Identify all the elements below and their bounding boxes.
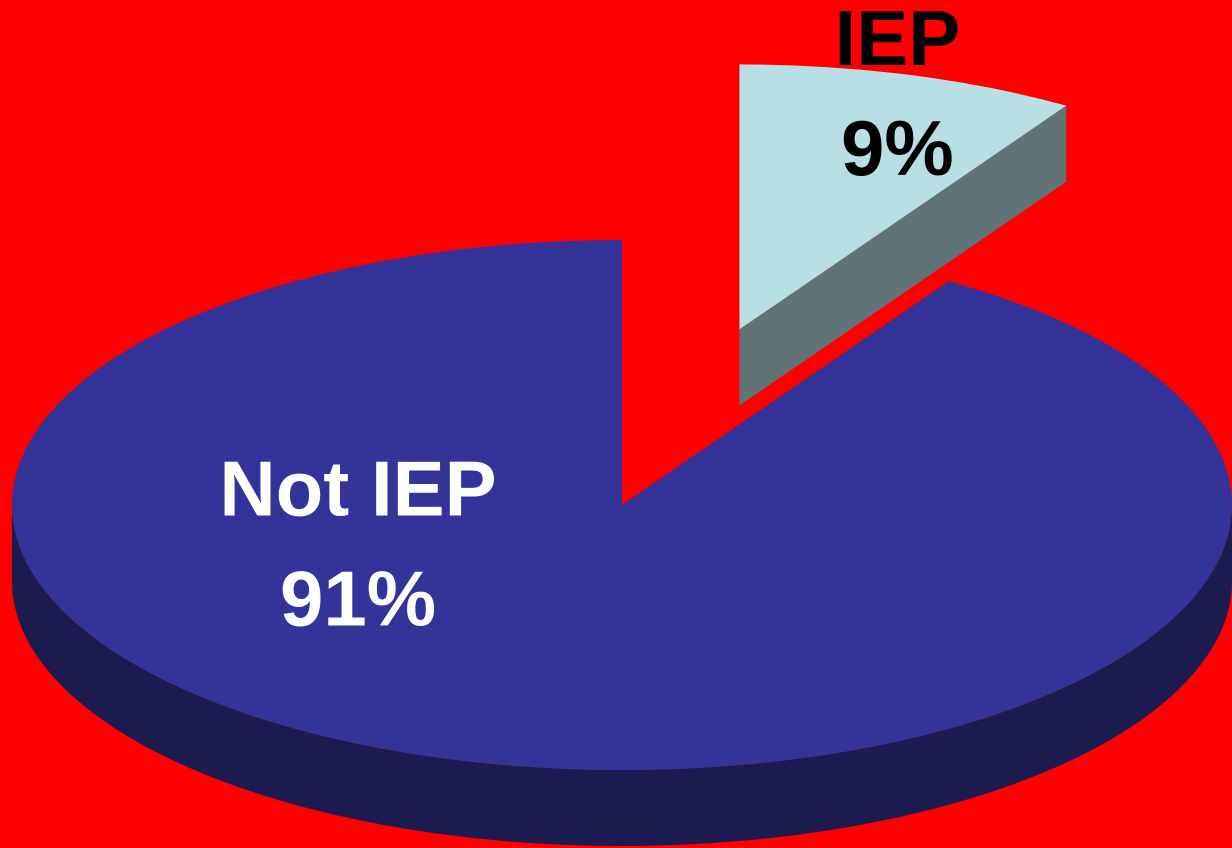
- slice-label: Not IEP: [219, 445, 496, 533]
- slice-label: IEP: [835, 0, 961, 82]
- slice-side: [12, 505, 1232, 846]
- slice-value-label: 9%: [841, 104, 954, 192]
- slice-value-label: 91%: [280, 555, 436, 643]
- slice: [11, 240, 1232, 771]
- slice: [739, 64, 1067, 330]
- slice-face: [739, 105, 1067, 406]
